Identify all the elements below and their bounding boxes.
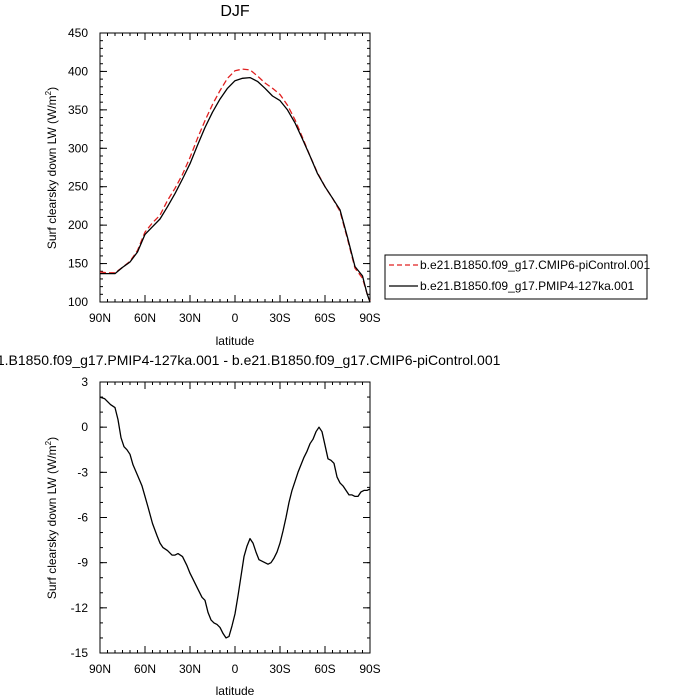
top-series-line-0 (99, 68, 371, 302)
bottom-x-tick-label: 90S (359, 662, 380, 676)
top-y-tick-label: 150 (68, 257, 88, 271)
legend-label-127ka: b.e21.B1850.f09_g17.PMIP4-127ka.001 (420, 279, 634, 293)
bottom-y-tick-label: -6 (77, 511, 88, 525)
bottom-x-tick-label: 0 (232, 662, 239, 676)
top-x-tick-label: 90N (89, 311, 111, 325)
bottom-x-tick-label: 30N (179, 662, 201, 676)
top-y-tick-label: 250 (68, 180, 88, 194)
top-chart-title: DJF (220, 3, 250, 20)
bottom-y-axis-label: Surf clearsky down LW (W/m2) (44, 437, 59, 599)
bottom-series-line-0 (99, 396, 371, 639)
top-series-lines (99, 68, 371, 303)
bottom-y-axis-label-close: ) (45, 437, 59, 441)
bottom-y-tick-label: -3 (77, 465, 88, 479)
top-x-tick-label: 60N (134, 311, 156, 325)
bottom-y-tick-label: -9 (77, 556, 88, 570)
bottom-y-tick-label: 0 (81, 420, 88, 434)
bottom-y-tick-label: -15 (71, 646, 89, 660)
top-series-line-1 (100, 76, 371, 303)
top-y-tick-label: 400 (68, 64, 88, 78)
legend: b.e21.B1850.f09_g17.CMIP6-piControl.001 … (384, 254, 650, 300)
top-x-tick-label: 0 (232, 311, 239, 325)
bottom-x-axis-label: latitude (216, 684, 255, 698)
top-y-axis-label-close: ) (45, 87, 59, 91)
top-y-tick-label: 300 (68, 141, 88, 155)
top-x-tick-label: 90S (359, 311, 380, 325)
top-x-tick-label: 30N (179, 311, 201, 325)
bottom-x-tick-label: 60S (314, 662, 335, 676)
bottom-series-lines (99, 396, 371, 639)
bottom-y-axis-label-main: Surf clearsky down LW (W/m (45, 445, 59, 599)
bottom-x-tick-label: 30S (269, 662, 290, 676)
legend-box (384, 254, 648, 300)
top-y-axis-label: Surf clearsky down LW (W/m2) (44, 87, 59, 249)
bottom-y-tick-label: 3 (81, 375, 88, 389)
top-chart-panel: DJF 90N 60N 30N 0 30S 60S 90S 100 150 200 250 300 35… (44, 3, 381, 348)
legend-label-picontrol: b.e21.B1850.f09_g17.CMIP6-piControl.001 (420, 258, 650, 272)
top-y-tick-label: 450 (68, 26, 88, 40)
top-y-axis-label-sup: 2 (44, 90, 53, 95)
bottom-y-axis-label-sup: 2 (44, 440, 53, 445)
top-y-tick-label: 350 (68, 103, 88, 117)
bottom-x-tick-label: 60N (134, 662, 156, 676)
bottom-axis-ticks: 90N 60N 30N 0 30S 60S 90S 3 0 -3 -6 -9 -12 -15 (71, 375, 381, 676)
top-plot-frame (99, 32, 371, 303)
top-x-axis-label: latitude (216, 334, 255, 348)
top-axis-ticks: 90N 60N 30N 0 30S 60S 90S 100 150 200 250 300 350 400… (68, 26, 381, 325)
bottom-chart-panel: b.e21.B1850.f09_g17.PMIP4-127ka.001 - b.… (0, 352, 501, 698)
top-y-tick-label: 100 (68, 295, 88, 309)
top-x-tick-label: 60S (314, 311, 335, 325)
bottom-y-tick-label: -12 (71, 601, 89, 615)
top-x-tick-label: 30S (269, 311, 290, 325)
top-y-tick-label: 200 (68, 218, 88, 232)
bottom-x-tick-label: 90N (89, 662, 111, 676)
bottom-chart-title: b.e21.B1850.f09_g17.PMIP4-127ka.001 - b.… (0, 352, 501, 368)
top-y-axis-label-main: Surf clearsky down LW (W/m (45, 95, 59, 249)
